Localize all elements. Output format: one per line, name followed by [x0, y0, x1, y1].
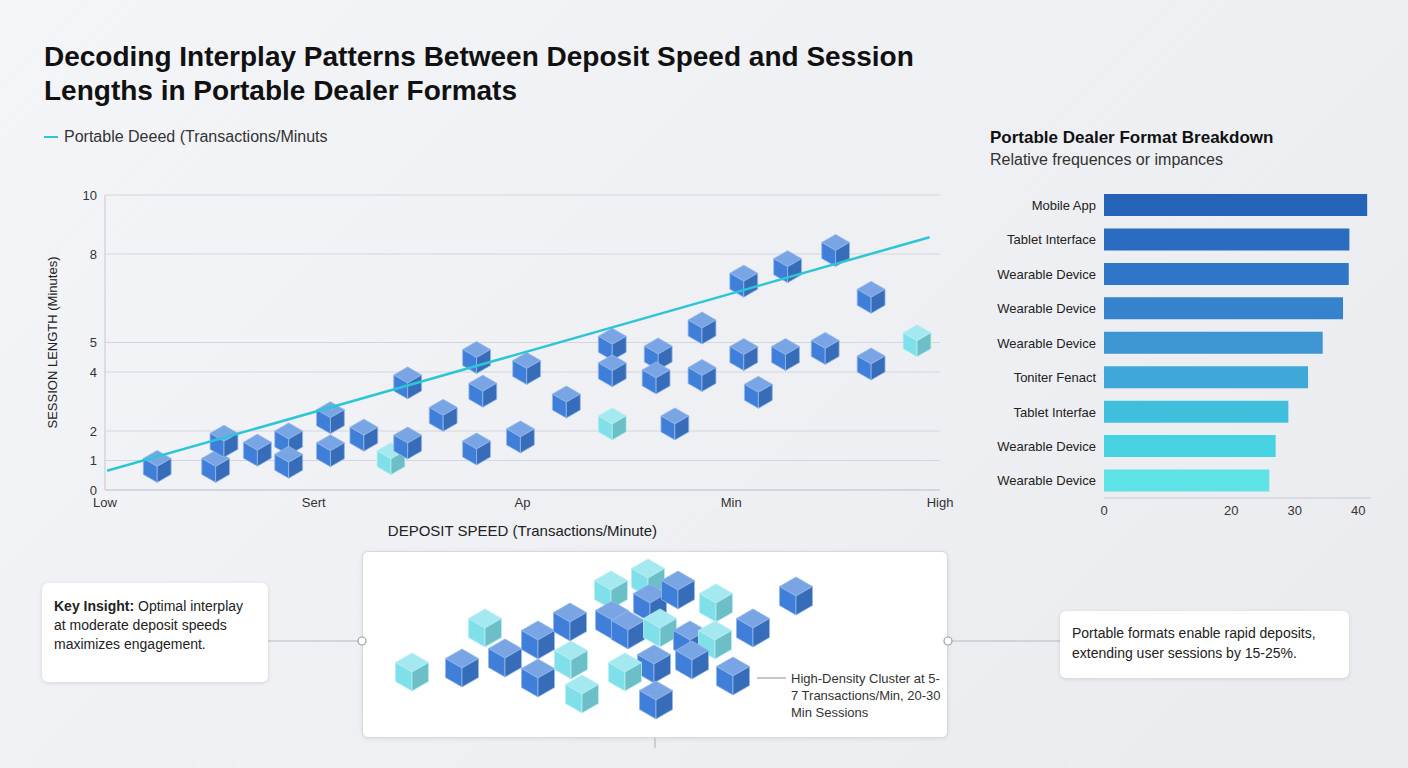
svg-text:Tablet Interface: Tablet Interface: [1007, 232, 1096, 247]
svg-text:2: 2: [90, 424, 97, 439]
svg-text:Wearable Device: Wearable Device: [997, 473, 1096, 488]
svg-text:Wearable Device: Wearable Device: [997, 267, 1096, 282]
svg-text:40: 40: [1351, 503, 1365, 518]
html-text:Relative frequences or impance: Relative frequences or impances: [990, 151, 1223, 168]
svg-text:1: 1: [90, 453, 97, 468]
html-text:Key Insight: Optimal interplay: Key Insight: Optimal interplay at modera…: [54, 598, 244, 652]
html-text:Decoding Interplay Patterns Be: Decoding Interplay Patterns Between Depo…: [44, 41, 914, 106]
svg-text:10: 10: [83, 188, 97, 203]
svg-text:Tablet Interfae: Tablet Interfae: [1014, 405, 1096, 420]
svg-text:20: 20: [1224, 503, 1238, 518]
svg-text:8: 8: [90, 247, 97, 262]
html-text:Portable Dealer Format Breakdo: Portable Dealer Format Breakdown: [990, 128, 1274, 147]
svg-text:Wearable Device: Wearable Device: [997, 336, 1096, 351]
svg-text:0: 0: [1100, 503, 1107, 518]
svg-text:4: 4: [90, 365, 97, 380]
svg-text:SESSION LENGTH (Minutes): SESSION LENGTH (Minutes): [45, 257, 60, 429]
svg-text:Sert: Sert: [302, 495, 326, 510]
svg-text:Toniter Fenact: Toniter Fenact: [1014, 370, 1097, 385]
html-text:High-Density Cluster at 5-7 Tr: High-Density Cluster at 5-7 Transactions…: [791, 671, 941, 720]
svg-text:High: High: [927, 495, 954, 510]
svg-text:Low: Low: [93, 495, 117, 511]
svg-text:30: 30: [1287, 503, 1301, 518]
svg-text:5: 5: [90, 335, 97, 350]
html-text:Portable formats enable rapid: Portable formats enable rapid deposits, …: [1072, 625, 1316, 661]
html-text:Portable Deeed (Transactions/M: Portable Deeed (Transactions/Minuts: [64, 128, 328, 145]
svg-text:Mobile App: Mobile App: [1032, 198, 1096, 213]
svg-text:DEPOSIT SPEED (Transactions/Mi: DEPOSIT SPEED (Transactions/Minute): [388, 522, 657, 539]
svg-text:Wearable Device: Wearable Device: [997, 301, 1096, 316]
svg-text:0: 0: [90, 483, 97, 498]
svg-text:Wearable Device: Wearable Device: [997, 439, 1096, 454]
svg-text:Ap: Ap: [515, 495, 531, 510]
svg-text:Min: Min: [721, 495, 742, 510]
